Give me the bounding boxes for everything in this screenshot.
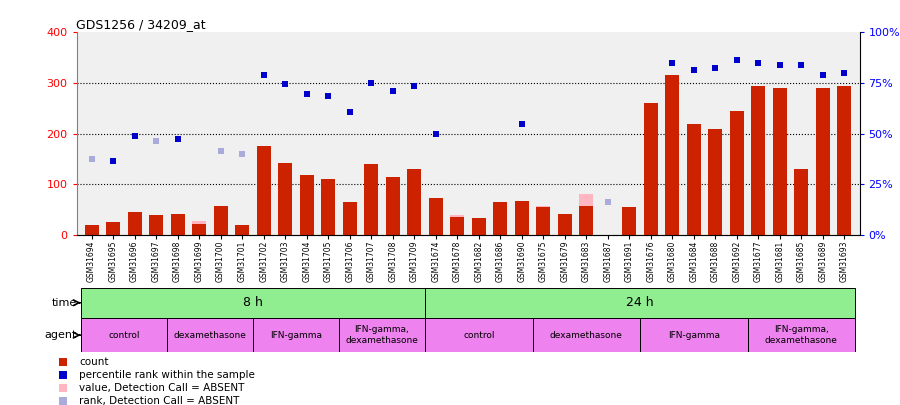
- Bar: [364, 164, 378, 235]
- Bar: [622, 207, 636, 235]
- Bar: [515, 201, 529, 235]
- Text: agent: agent: [45, 330, 76, 340]
- Bar: [256, 146, 271, 235]
- Bar: [472, 218, 486, 235]
- Bar: [81, 318, 166, 352]
- Bar: [450, 217, 464, 235]
- Text: percentile rank within the sample: percentile rank within the sample: [79, 370, 255, 380]
- Bar: [81, 288, 425, 318]
- Bar: [816, 88, 830, 235]
- Text: time: time: [51, 298, 76, 308]
- Bar: [533, 318, 640, 352]
- Bar: [166, 318, 253, 352]
- Bar: [386, 177, 400, 235]
- Text: dexamethasone: dexamethasone: [174, 330, 247, 340]
- Bar: [106, 222, 120, 235]
- Bar: [640, 318, 748, 352]
- Bar: [580, 194, 593, 235]
- Bar: [748, 318, 855, 352]
- Bar: [580, 205, 593, 235]
- Bar: [558, 214, 572, 235]
- Bar: [752, 85, 765, 235]
- Bar: [665, 75, 680, 235]
- Bar: [493, 202, 508, 235]
- Bar: [425, 318, 533, 352]
- Text: 24 h: 24 h: [626, 296, 654, 309]
- Bar: [343, 202, 356, 235]
- Bar: [213, 206, 228, 235]
- Bar: [192, 224, 206, 235]
- Bar: [85, 225, 98, 235]
- Bar: [192, 221, 206, 235]
- Bar: [450, 215, 464, 235]
- Bar: [300, 175, 314, 235]
- Text: control: control: [108, 330, 140, 340]
- Bar: [644, 103, 658, 235]
- Bar: [339, 318, 425, 352]
- Text: IFN-gamma,
dexamethasone: IFN-gamma, dexamethasone: [346, 326, 419, 345]
- Bar: [773, 88, 787, 235]
- Bar: [278, 162, 293, 235]
- Bar: [407, 169, 421, 235]
- Text: IFN-gamma,
dexamethasone: IFN-gamma, dexamethasone: [765, 326, 838, 345]
- Bar: [730, 111, 744, 235]
- Bar: [425, 288, 855, 318]
- Bar: [428, 198, 443, 235]
- Bar: [253, 318, 339, 352]
- Bar: [149, 215, 163, 235]
- Bar: [321, 179, 335, 235]
- Bar: [708, 129, 723, 235]
- Text: dexamethasone: dexamethasone: [550, 330, 623, 340]
- Bar: [536, 206, 550, 235]
- Text: IFN-gamma: IFN-gamma: [270, 330, 322, 340]
- Text: count: count: [79, 357, 109, 367]
- Text: control: control: [463, 330, 494, 340]
- Bar: [536, 207, 550, 235]
- Bar: [838, 85, 851, 235]
- Text: value, Detection Call = ABSENT: value, Detection Call = ABSENT: [79, 383, 245, 393]
- Bar: [795, 169, 808, 235]
- Text: GDS1256 / 34209_at: GDS1256 / 34209_at: [76, 18, 206, 31]
- Text: IFN-gamma: IFN-gamma: [668, 330, 720, 340]
- Bar: [85, 227, 98, 235]
- Bar: [128, 212, 141, 235]
- Text: 8 h: 8 h: [243, 296, 263, 309]
- Bar: [472, 220, 486, 235]
- Text: rank, Detection Call = ABSENT: rank, Detection Call = ABSENT: [79, 396, 239, 405]
- Bar: [235, 225, 249, 235]
- Bar: [171, 214, 184, 235]
- Bar: [687, 124, 701, 235]
